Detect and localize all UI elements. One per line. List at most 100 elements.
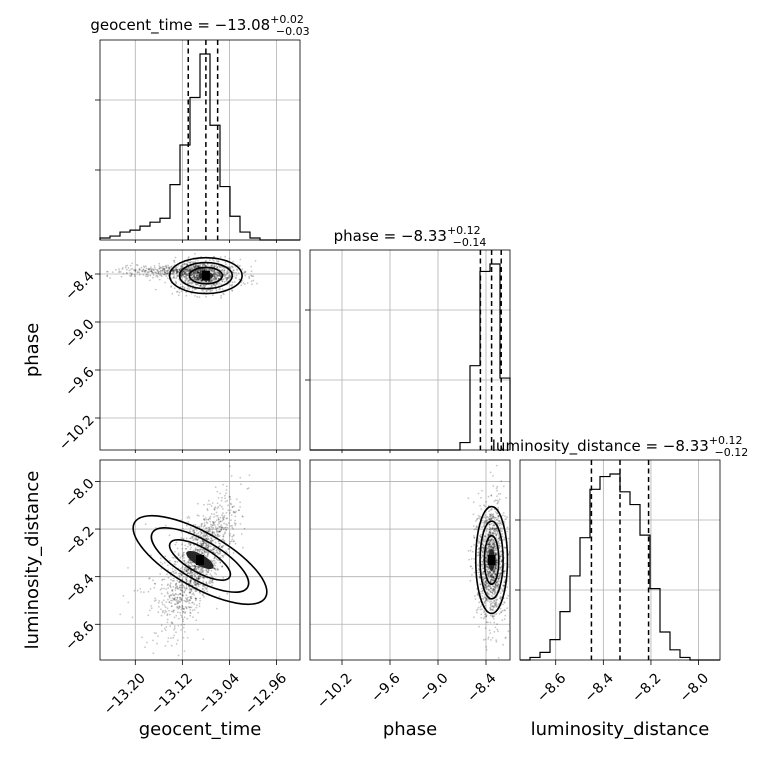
- scatter-point: [506, 530, 508, 533]
- scatter-point: [212, 269, 214, 271]
- scatter-point: [212, 278, 215, 280]
- scatter-point: [214, 278, 217, 281]
- scatter-point: [210, 549, 213, 552]
- scatter-point: [219, 520, 222, 523]
- scatter-point: [497, 540, 499, 543]
- scatter-point: [502, 603, 504, 606]
- scatter-point: [485, 555, 488, 558]
- scatter-point: [487, 534, 490, 536]
- scatter-point: [489, 546, 491, 549]
- scatter-point: [500, 560, 503, 563]
- scatter-point: [488, 570, 491, 573]
- scatter-point: [211, 531, 214, 534]
- scatter-point: [192, 529, 195, 532]
- scatter-point: [198, 272, 200, 274]
- scatter-point: [207, 535, 209, 538]
- scatter-point: [202, 264, 205, 266]
- scatter-point: [493, 530, 495, 533]
- scatter-point: [187, 270, 190, 273]
- scatter-point: [184, 605, 187, 608]
- scatter-point: [175, 586, 178, 589]
- scatter-point: [219, 530, 221, 533]
- scatter-point: [244, 270, 246, 273]
- scatter-point: [492, 576, 494, 578]
- scatter-point: [501, 584, 504, 587]
- scatter-point: [231, 285, 233, 287]
- scatter-point: [130, 268, 132, 271]
- scatter-point: [215, 276, 218, 279]
- scatter-point: [495, 558, 498, 561]
- scatter-point: [494, 589, 496, 592]
- scatter-point: [178, 605, 181, 608]
- scatter-point: [493, 590, 495, 592]
- scatter-point: [160, 614, 163, 617]
- scatter-point: [483, 540, 485, 543]
- scatter-point: [170, 644, 173, 647]
- scatter-point: [220, 505, 223, 508]
- scatter-point: [505, 518, 507, 520]
- scatter-point: [181, 566, 184, 569]
- scatter-point: [213, 521, 215, 524]
- scatter-point: [181, 265, 184, 268]
- scatter-point: [490, 518, 493, 521]
- scatter-point: [215, 278, 218, 281]
- scatter-point: [202, 549, 204, 551]
- scatter-point: [479, 536, 482, 539]
- scatter-point: [216, 515, 219, 517]
- scatter-point: [167, 583, 169, 586]
- scatter-point: [202, 571, 205, 574]
- scatter-point: [491, 574, 493, 577]
- scatter-point: [474, 598, 477, 600]
- scatter-point: [490, 545, 492, 547]
- scatter-point: [167, 271, 170, 274]
- scatter-point: [231, 290, 234, 292]
- scatter-point: [200, 549, 202, 551]
- scatter-point: [201, 290, 204, 292]
- scatter-point: [173, 598, 176, 600]
- scatter-point: [158, 605, 160, 608]
- scatter-point: [187, 267, 190, 270]
- scatter-point: [215, 529, 218, 532]
- scatter-point: [196, 271, 199, 274]
- scatter-point: [160, 608, 162, 611]
- scatter-point: [178, 581, 180, 583]
- scatter-point: [216, 530, 219, 532]
- scatter-point: [491, 636, 494, 639]
- scatter-point: [206, 289, 209, 291]
- scatter-point: [199, 264, 202, 267]
- scatter-point: [183, 286, 186, 289]
- scatter-point: [202, 542, 205, 545]
- scatter-point: [215, 534, 217, 537]
- scatter-point: [198, 566, 200, 569]
- scatter-point: [506, 597, 508, 600]
- scatter-point: [215, 278, 218, 280]
- scatter-point: [488, 575, 491, 578]
- scatter-point: [485, 648, 488, 651]
- scatter-point: [185, 580, 188, 583]
- scatter-point: [203, 519, 206, 522]
- scatter-point: [202, 542, 205, 545]
- scatter-point: [173, 271, 176, 274]
- scatter-point: [145, 267, 148, 270]
- scatter-point: [185, 547, 188, 550]
- scatter-point: [214, 273, 217, 275]
- scatter-point: [204, 535, 207, 538]
- scatter-point: [221, 545, 224, 547]
- scatter-point: [179, 283, 182, 286]
- scatter-point: [203, 268, 205, 271]
- scatter-point: [192, 274, 194, 276]
- scatter-point: [205, 280, 208, 283]
- scatter-point: [186, 568, 189, 571]
- scatter-point: [183, 275, 185, 278]
- scatter-point: [191, 535, 194, 538]
- scatter-point: [176, 596, 179, 599]
- scatter-point: [483, 520, 486, 522]
- scatter-point: [167, 269, 169, 272]
- scatter-point: [211, 549, 214, 552]
- scatter-point: [126, 272, 128, 275]
- scatter-point: [151, 270, 154, 273]
- scatter-point: [222, 278, 224, 281]
- scatter-point: [494, 567, 497, 570]
- scatter-point: [189, 526, 192, 529]
- scatter-point: [198, 551, 201, 553]
